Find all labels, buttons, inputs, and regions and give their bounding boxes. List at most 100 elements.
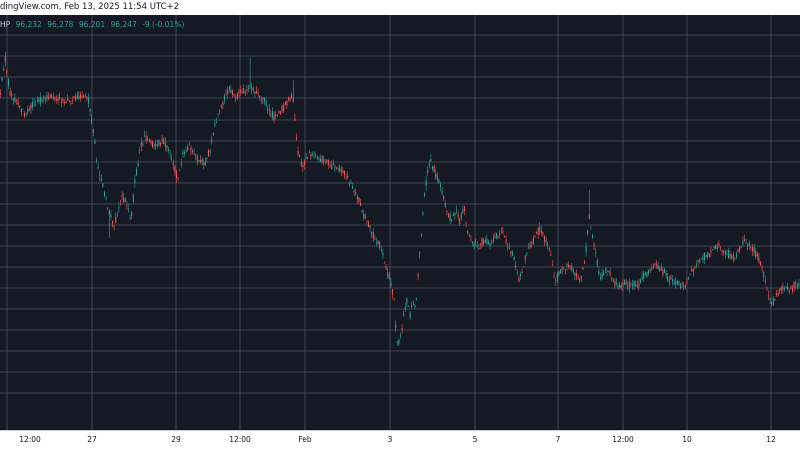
candle-body (582, 267, 584, 270)
candle-body (11, 92, 13, 97)
candle-body (735, 253, 738, 258)
candle-body (451, 219, 453, 222)
candle-body (423, 193, 426, 197)
candle-body (487, 241, 490, 245)
candle-body (340, 169, 342, 172)
candle-body (228, 87, 230, 90)
candle-body (358, 197, 360, 202)
candle-body (108, 210, 110, 216)
candle-body (491, 241, 493, 243)
candle-body (103, 192, 106, 196)
candle-body (463, 206, 466, 212)
candle-body (324, 162, 326, 163)
candle-body (102, 183, 104, 187)
candle-body (753, 247, 755, 253)
candle-body (193, 153, 195, 154)
candle-body (263, 97, 266, 102)
candle-body (580, 275, 582, 279)
candle-body (654, 264, 656, 265)
candle-body (113, 225, 115, 227)
candle-body (185, 150, 187, 152)
candle-body (60, 101, 62, 103)
candle-body (598, 271, 600, 274)
candle-body (630, 283, 632, 285)
candle-body (331, 164, 333, 169)
candle-body (281, 106, 283, 111)
candle-body (390, 282, 392, 287)
candle-body (539, 226, 541, 232)
candle-body (745, 242, 747, 244)
candle-body (148, 140, 150, 142)
candle-body (31, 102, 34, 108)
header-bar: dingView.com, Feb 13, 2025 11:54 UTC+2 (0, 0, 800, 16)
candle-body (206, 157, 208, 159)
chart-plot-area[interactable] (0, 15, 800, 430)
candle-body (158, 140, 160, 146)
candle-body (647, 269, 650, 274)
price-chart[interactable] (0, 15, 800, 430)
candle-body (89, 108, 91, 112)
candle-body (335, 167, 338, 169)
candle-body (169, 153, 171, 155)
candle-body (17, 101, 19, 105)
candle-body (35, 104, 37, 106)
candle-body (697, 260, 699, 262)
candle-body (134, 179, 136, 183)
candle-body (283, 105, 285, 112)
candle-body (6, 69, 8, 74)
candle-body (182, 152, 184, 155)
candle-body (675, 281, 677, 285)
candle-body (707, 252, 709, 258)
candle-body (15, 99, 18, 101)
candle-body (99, 175, 101, 177)
candle-body (447, 213, 450, 218)
grid (0, 15, 800, 430)
candle-body (427, 170, 429, 173)
candle-body (595, 252, 597, 254)
candle-body (14, 97, 16, 102)
candle-body (678, 281, 680, 285)
candle-body (422, 212, 424, 215)
candle-body (350, 183, 352, 184)
candle-body (446, 211, 448, 213)
candle-body (769, 298, 771, 300)
candle-body (70, 102, 72, 105)
candle-body (524, 255, 526, 260)
candle-body (435, 173, 437, 178)
candle-body (385, 265, 387, 270)
candle-body (219, 110, 221, 112)
candle-body (275, 115, 277, 117)
candle-body (175, 171, 178, 179)
ohlc-legend: HP 96,232 96,278 96,201 96,247 -9 (-0.01… (0, 20, 187, 29)
candle-body (443, 195, 445, 199)
candle-body (534, 236, 536, 238)
candle-body (510, 251, 512, 254)
candle-body (107, 208, 109, 209)
candle-body (660, 268, 662, 270)
candle-body (343, 170, 346, 175)
candle-body (311, 153, 314, 155)
candle-body (471, 241, 474, 244)
candle-body (782, 286, 784, 290)
candle-body (433, 166, 435, 172)
candle-body (255, 90, 258, 94)
time-axis[interactable]: 12:00 27 29 12:00 Feb 3 5 7 12:00 10 12 (0, 430, 800, 451)
candle-body (247, 88, 250, 90)
candle-body (364, 215, 366, 220)
candle-body (503, 236, 506, 238)
candle-body (468, 235, 470, 237)
candle-body (59, 96, 61, 98)
candle-body (131, 212, 133, 217)
candle-body (28, 107, 30, 111)
candle-body (316, 157, 318, 158)
candle-body (329, 165, 331, 166)
candle-body (348, 181, 350, 186)
candle-body (41, 99, 43, 101)
x-tick-label: 10 (682, 435, 692, 444)
candle-body (38, 97, 40, 102)
candle-body (743, 239, 746, 242)
candle-body (727, 250, 730, 259)
candle-body (715, 244, 717, 249)
candle-body (254, 91, 256, 95)
candle-body (209, 150, 211, 153)
